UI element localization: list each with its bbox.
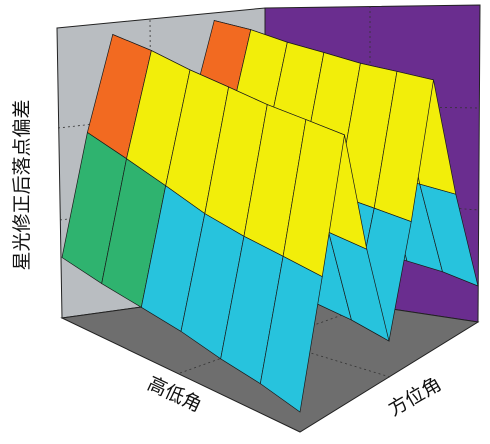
surface	[61, 20, 479, 413]
surface-patch	[259, 255, 323, 413]
grid-line	[151, 304, 391, 378]
y-axis-label: 方位角	[385, 373, 445, 421]
z-axis-label: 星光修正后落点偏差	[11, 99, 33, 270]
